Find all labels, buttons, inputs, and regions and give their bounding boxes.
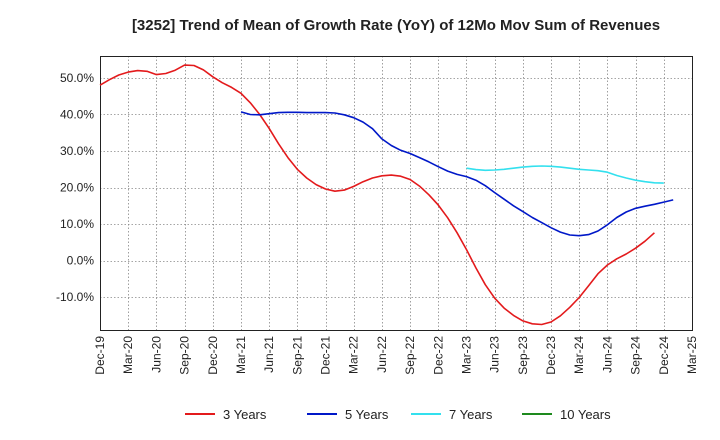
x-tick-label: Dec-22 — [431, 336, 445, 375]
series-line-7-years — [466, 165, 664, 184]
y-tick-label: 30.0% — [60, 144, 94, 158]
x-tick-label: Sep-22 — [403, 336, 417, 375]
y-tick-label: 40.0% — [60, 107, 94, 121]
x-tick-label: Jun-24 — [600, 336, 614, 373]
series-line-3-years — [99, 64, 655, 326]
x-tick-label: Sep-23 — [516, 336, 530, 375]
x-tick-label: Mar-20 — [121, 336, 135, 374]
x-tick-label: Sep-24 — [629, 336, 643, 375]
x-tick-label: Mar-21 — [234, 336, 248, 374]
y-axis: 50.0% 40.0% 30.0% 20.0% 10.0% 0.0% -10.0% — [56, 71, 94, 304]
legend-label: 10 Years — [560, 407, 611, 422]
y-tick-label: 10.0% — [60, 217, 94, 231]
x-tick-label: Mar-23 — [459, 336, 473, 374]
y-tick-label: 0.0% — [67, 254, 95, 268]
legend: 3 Years 5 Years 7 Years 10 Years — [185, 407, 611, 422]
plot-area — [100, 56, 693, 331]
legend-label: 3 Years — [223, 407, 267, 422]
x-tick-label: Dec-19 — [93, 336, 107, 375]
x-tick-label: Mar-25 — [685, 336, 699, 374]
series-lines — [99, 64, 674, 326]
x-tick-label: Dec-21 — [319, 336, 333, 375]
x-axis: Dec-19 Mar-20 Jun-20 Sep-20 Dec-20 Mar-21 Jun-… — [93, 336, 699, 375]
grid — [100, 56, 693, 330]
y-tick-label: 50.0% — [60, 71, 94, 85]
series-line-5-years — [240, 111, 674, 237]
x-tick-label: Sep-21 — [290, 336, 304, 375]
legend-label: 5 Years — [345, 407, 389, 422]
x-tick-label: Dec-24 — [657, 336, 671, 375]
x-tick-label: Jun-23 — [488, 336, 502, 373]
x-tick-label: Dec-23 — [544, 336, 558, 375]
x-tick-label: Sep-20 — [178, 336, 192, 375]
x-tick-label: Mar-24 — [572, 336, 586, 374]
legend-label: 7 Years — [449, 407, 493, 422]
x-tick-label: Jun-20 — [149, 336, 163, 373]
y-tick-label: 20.0% — [60, 181, 94, 195]
y-tick-label: -10.0% — [56, 290, 94, 304]
x-tick-label: Dec-20 — [206, 336, 220, 375]
x-tick-label: Jun-22 — [375, 336, 389, 373]
chart-title: [3252] Trend of Mean of Growth Rate (YoY… — [132, 17, 660, 34]
x-tick-label: Mar-22 — [347, 336, 361, 374]
x-tick-label: Jun-21 — [262, 336, 276, 373]
